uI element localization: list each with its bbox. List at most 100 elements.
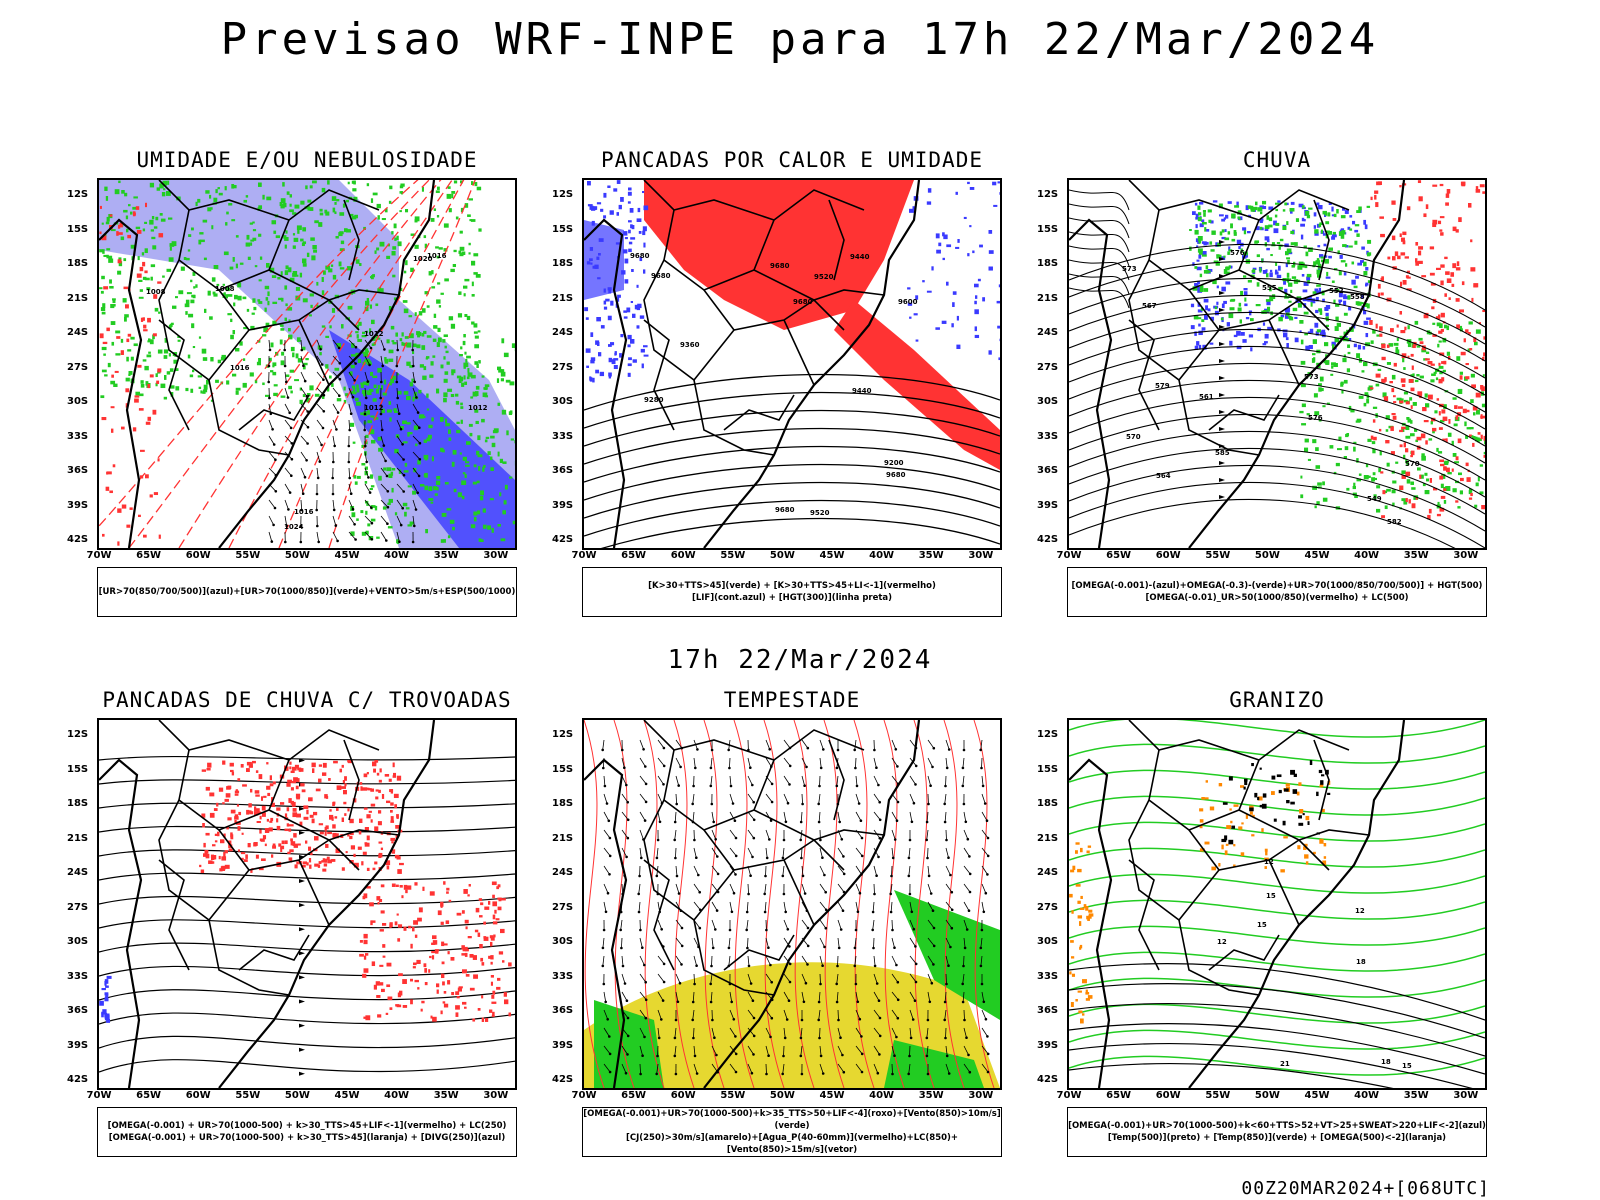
lat-tick-label: 36S (552, 465, 574, 476)
lat-tick-label: 24S (1037, 327, 1059, 338)
lon-axis: 70W 65W 60W 55W 50W 45W 40W 35W 30W (572, 550, 1002, 564)
lat-tick-label: 27S (552, 361, 574, 373)
contour-label: 12 (1264, 858, 1274, 866)
lat-tick-label: 30S (67, 396, 89, 407)
lon-axis: 70W 65W 60W 55W 50W 45W 40W 35W 30W (87, 1090, 517, 1104)
lon-tick-label: 35W (433, 1090, 459, 1101)
lat-tick-label: 27S (1037, 361, 1059, 373)
lon-tick-label: 45W (819, 1090, 845, 1101)
lat-tick-label: 18S (1037, 798, 1059, 809)
lat-tick-label: 33S (552, 430, 574, 442)
lat-tick-label: 36S (67, 465, 89, 476)
map-canvas (584, 720, 1000, 1088)
contour-label: 9600 (898, 298, 918, 306)
lon-tick-label: 30W (968, 550, 994, 561)
lat-tick-label: 39S (67, 499, 89, 511)
lat-tick-label: 21S (552, 832, 574, 844)
map-panel: UMIDADE E/OU NEBULOSIDADE 1008 1008 1012 101… (67, 148, 517, 618)
mid-title: 17h 22/Mar/2024 (667, 645, 933, 675)
contour-label: 9440 (852, 387, 872, 395)
lat-tick-label: 36S (1037, 465, 1059, 476)
legend-line: [K>30+TTS>45](verde) + [K>30+TTS>45+LI<-… (648, 581, 936, 591)
contour-label: 15 (1266, 892, 1276, 900)
lat-tick-label: 18S (67, 258, 89, 269)
lon-axis: 70W 65W 60W 55W 50W 45W 40W 35W 30W (572, 1090, 1002, 1104)
lon-tick-label: 60W (185, 550, 211, 561)
panel-title: TEMPESTADE (723, 688, 861, 712)
lat-tick-label: 33S (1037, 970, 1059, 982)
lon-tick-label: 55W (1205, 550, 1231, 561)
lon-tick-label: 65W (1106, 1090, 1132, 1101)
lon-tick-label: 65W (1106, 550, 1132, 561)
lon-tick-label: 40W (384, 550, 410, 561)
run-footer: 00Z20MAR2024+[068UTC] (1241, 1178, 1490, 1199)
lat-tick-label: 33S (67, 430, 89, 442)
lon-tick-label: 70W (1056, 1090, 1082, 1101)
contour-label: 582 (1387, 518, 1402, 526)
panel-legend: [UR>70(850/700/500)](azul)+[UR>70(1000/8… (97, 567, 517, 617)
legend-line: [LIF](cont.azul) + [HGT(300)](linha pret… (691, 593, 893, 603)
weather-map: 12 15 18 21 12 15 12 15 18 (1067, 718, 1487, 1090)
contour-label: 570 (1126, 433, 1141, 441)
lon-tick-label: 60W (670, 550, 696, 561)
contour-label: 9680 (793, 298, 813, 306)
lon-tick-label: 35W (1403, 1090, 1429, 1101)
lon-tick-label: 50W (284, 1090, 310, 1101)
lat-tick-label: 21S (67, 292, 89, 304)
contour-label: 9520 (814, 273, 834, 281)
lon-tick-label: 65W (136, 1090, 162, 1101)
lat-tick-label: 15S (552, 763, 574, 775)
panel-legend: [OMEGA(-0.001)-(azul)+OMEGA(-0.3)-(verde… (1067, 567, 1487, 617)
lon-tick-label: 55W (720, 1090, 746, 1101)
lat-tick-label: 36S (67, 1005, 89, 1016)
contour-label: 570 (1405, 460, 1420, 468)
lat-tick-label: 30S (552, 936, 574, 947)
lon-tick-label: 65W (136, 550, 162, 561)
weather-map (97, 718, 517, 1090)
lat-tick-label: 39S (1037, 1039, 1059, 1051)
contour-label: 9680 (630, 252, 650, 260)
lon-tick-label: 70W (571, 550, 597, 561)
panel-title: UMIDADE E/OU NEBULOSIDADE (136, 148, 478, 172)
panel-title: GRANIZO (1229, 688, 1325, 712)
legend-line: [OMEGA(-0.001)+UR>70(1000-500)+k>35_TTS>… (583, 1109, 1001, 1131)
lon-tick-label: 65W (621, 550, 647, 561)
lon-tick-label: 55W (235, 550, 261, 561)
legend-line: [OMEGA(-0.001)-(azul)+OMEGA(-0.3)-(verde… (1071, 581, 1483, 591)
legend-line: [OMEGA(-0.001) + UR>70(1000-500) + k>30_… (107, 1121, 507, 1131)
lon-tick-label: 60W (670, 1090, 696, 1101)
map-panel: CHUVA 582 579 576 573 570 567 564 561 558 555 552 54… (1037, 148, 1487, 618)
lat-tick-label: 39S (67, 1039, 89, 1051)
lat-tick-label: 27S (67, 361, 89, 373)
lat-tick-label: 33S (67, 970, 89, 982)
map-panel: PANCADAS DE CHUVA C/ TROVOADAS 12S 15S 18S 2… (67, 688, 517, 1158)
lat-tick-label: 18S (552, 258, 574, 269)
lon-tick-label: 40W (1354, 550, 1380, 561)
lat-tick-label: 21S (1037, 292, 1059, 304)
lon-tick-label: 45W (1304, 550, 1330, 561)
contour-label: 12 (1355, 907, 1365, 915)
contour-label: 564 (1156, 472, 1171, 480)
contour-label: 561 (1199, 393, 1214, 401)
lat-tick-label: 18S (67, 798, 89, 809)
legend-line: [OMEGA(-0.001) + UR>70(1000-500) + k>30_… (108, 1133, 506, 1143)
panel-legend: [OMEGA(-0.001)+UR>70(1000-500)+k<60+TTS>… (1067, 1107, 1487, 1157)
contour-label: 9680 (886, 471, 906, 479)
lat-tick-label: 33S (1037, 430, 1059, 442)
lon-tick-label: 70W (86, 550, 112, 561)
weather-map: 9680 9680 9680 9600 9680 9680 9520 9440 9360 9280… (582, 178, 1002, 550)
contour-label: 1012 (364, 330, 384, 338)
weather-map: 1008 1008 1012 1016 1020 1024 1012 1016 1016 1012 (97, 178, 517, 550)
weather-map: 582 579 576 573 570 567 564 561 558 555 552 549 585 5… (1067, 178, 1487, 550)
lon-tick-label: 35W (433, 550, 459, 561)
lat-tick-label: 12S (552, 189, 574, 200)
lat-tick-label: 24S (1037, 867, 1059, 878)
lon-tick-label: 30W (483, 550, 509, 561)
lat-tick-label: 24S (552, 867, 574, 878)
lat-tick-label: 42S (1037, 534, 1059, 545)
contour-label: 9680 (770, 262, 790, 270)
contour-label: 585 (1215, 449, 1230, 457)
lon-tick-label: 35W (1403, 550, 1429, 561)
lat-tick-label: 27S (1037, 901, 1059, 913)
